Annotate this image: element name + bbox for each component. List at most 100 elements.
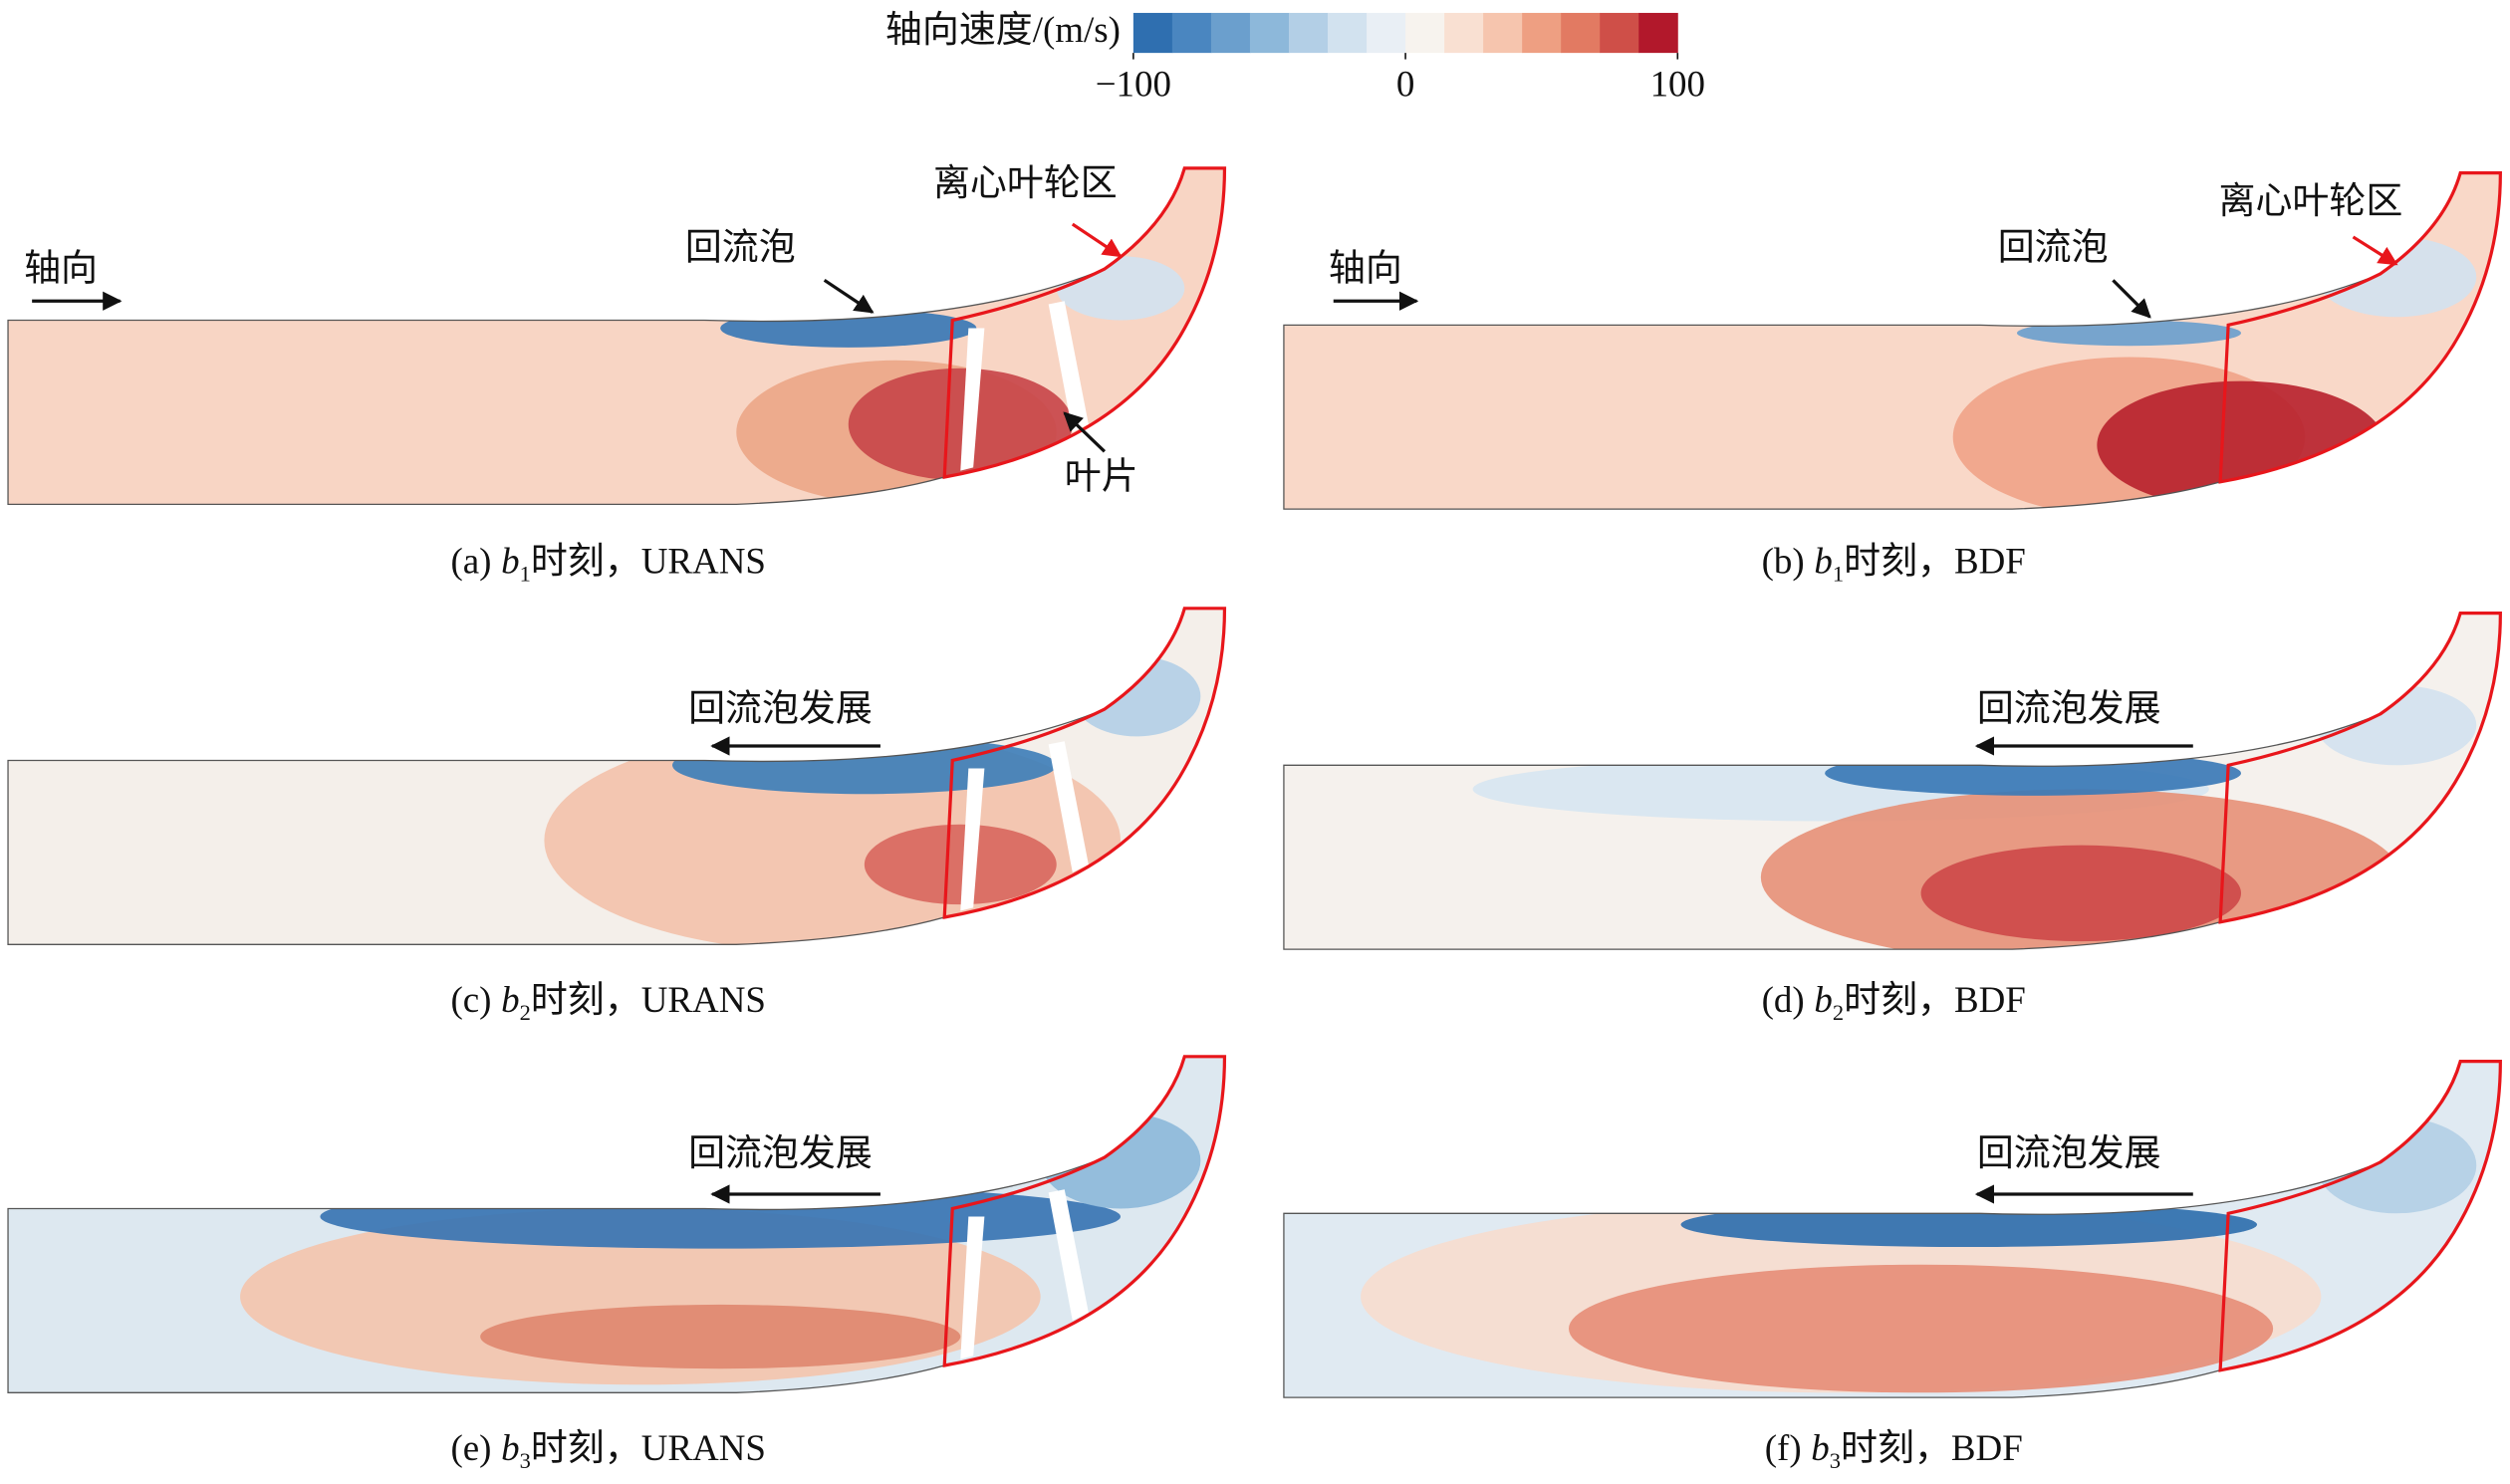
colorbar-title: 轴向速度/(m/s): [885, 9, 1121, 51]
caption-sub: 3: [520, 1448, 531, 1473]
caption-rest: 时刻，URANS: [531, 540, 766, 581]
caption-sub: 3: [1830, 1448, 1841, 1473]
annotation-arrow: [823, 279, 875, 314]
caption-sub: 1: [520, 561, 531, 586]
caption: (d) b2时刻，BDF: [1762, 979, 2026, 1025]
contour-field: [1283, 172, 2501, 510]
annotation: 回流泡发展: [1977, 1132, 2161, 1173]
caption-rest: 时刻，URANS: [531, 1427, 766, 1468]
caption: (a) b1时刻，URANS: [450, 540, 766, 586]
colorbar-swatch: [1561, 12, 1601, 54]
caption: (f) b3时刻，BDF: [1765, 1427, 2023, 1473]
contour-region: [848, 368, 1073, 481]
colorbar-swatch: [1249, 12, 1290, 54]
contour-panel: [7, 166, 1227, 505]
caption-label: (f): [1765, 1427, 1802, 1469]
annotation: 轴向: [24, 247, 98, 288]
contour-field: [1283, 1061, 2501, 1398]
colorbar-swatch: [1132, 12, 1173, 54]
impeller-region: [2218, 612, 2502, 924]
caption-var: b: [501, 1427, 519, 1468]
annotation-arrow: [2112, 279, 2151, 319]
caption-rest: 时刻，BDF: [1844, 540, 2026, 581]
caption-label: (e): [450, 1427, 491, 1469]
blade: [1048, 741, 1089, 872]
contour-region: [1825, 750, 2241, 796]
annotation-arrow: [1071, 222, 1123, 258]
annotation: 轴向: [1329, 247, 1402, 288]
caption-label: (b): [1762, 540, 1805, 582]
colorbar-swatch: [1288, 12, 1329, 54]
caption-sub: 2: [1833, 1000, 1844, 1025]
caption-rest: 时刻，BDF: [1841, 1427, 2023, 1468]
impeller-region: [2218, 171, 2502, 484]
annotation: 回流泡发展: [688, 687, 873, 728]
colorbar-swatch: [1210, 12, 1251, 54]
contour-region: [2316, 684, 2477, 766]
contour-field: [8, 1056, 1225, 1393]
contour-region: [1072, 656, 1201, 737]
contour-panel: [7, 607, 1227, 945]
colorbar-swatch: [1171, 12, 1212, 54]
colorbar-swatch: [1367, 12, 1406, 54]
impeller-region: [942, 607, 1227, 919]
contour-region: [1569, 1264, 2274, 1393]
blade: [960, 1216, 985, 1360]
annotation: 回流泡: [685, 226, 796, 267]
caption-rest: 时刻，BDF: [1844, 979, 2026, 1020]
annotation: 叶片: [1065, 455, 1138, 496]
annotation-arrow: [1063, 411, 1107, 453]
contour-region: [2017, 320, 2241, 347]
colorbar-swatch: [1483, 12, 1523, 54]
annotation: 回流泡发展: [688, 1132, 873, 1173]
annotation-arrow: [2352, 235, 2398, 266]
caption-sub: 1: [1833, 561, 1844, 586]
annotation: 离心叶轮区: [933, 162, 1118, 203]
impeller-region: [2218, 1060, 2502, 1372]
annotation: 回流泡: [1998, 226, 2109, 267]
colorbar-tick-label: 0: [1396, 64, 1414, 105]
colorbar-tick-label: 100: [1650, 64, 1705, 105]
contour-panel: [1283, 171, 2502, 510]
colorbar-swatch: [1405, 12, 1445, 54]
contour-region: [1056, 256, 1185, 321]
colorbar-tick-label: −100: [1096, 64, 1171, 105]
caption-var: b: [1814, 540, 1832, 581]
contour-region: [720, 309, 977, 348]
contour-panel: [7, 1055, 1227, 1393]
caption: (c) b2时刻，URANS: [450, 979, 766, 1025]
blade: [1048, 301, 1089, 433]
caption-label: (d): [1762, 979, 1805, 1021]
caption-label: (c): [450, 979, 491, 1021]
contour-region: [480, 1304, 961, 1369]
colorbar-swatch: [1522, 12, 1562, 54]
contour-region: [2316, 1116, 2477, 1214]
caption-var: b: [501, 979, 519, 1020]
colorbar-swatch: [1328, 12, 1368, 54]
contour-region: [2316, 236, 2477, 318]
flow-domain: [8, 167, 1225, 505]
contour-field: [1283, 613, 2501, 950]
caption-label: (a): [450, 540, 491, 582]
contour-panel: [1283, 1060, 2502, 1398]
contour-region: [864, 824, 1057, 905]
contour-field: [8, 608, 1225, 945]
contour-panel: [1283, 612, 2502, 950]
impeller-region: [942, 1055, 1227, 1367]
impeller-region: [942, 166, 1227, 479]
caption: (e) b3时刻，URANS: [450, 1427, 766, 1473]
contour-field: [8, 167, 1225, 505]
contour-region: [1920, 845, 2241, 942]
blade: [960, 328, 985, 471]
caption-var: b: [1811, 1427, 1829, 1468]
annotation: 离心叶轮区: [2219, 180, 2403, 221]
caption-rest: 时刻，URANS: [531, 979, 766, 1020]
blade: [1048, 1189, 1089, 1321]
colorbar-swatch: [1444, 12, 1484, 54]
caption-var: b: [1814, 979, 1832, 1020]
flow-domain: [1283, 172, 2501, 510]
annotation: 回流泡发展: [1977, 687, 2161, 728]
colorbar-swatch: [1600, 12, 1639, 54]
colorbar-swatch: [1638, 12, 1678, 54]
